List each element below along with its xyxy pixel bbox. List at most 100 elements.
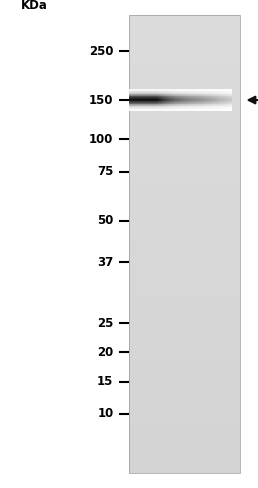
Bar <box>172 102 174 103</box>
Bar <box>179 100 181 101</box>
Bar <box>170 102 172 103</box>
Bar <box>134 90 136 91</box>
Bar <box>158 104 160 105</box>
Bar <box>158 102 160 103</box>
Bar <box>162 101 163 102</box>
Bar <box>143 104 144 105</box>
Bar <box>134 102 136 103</box>
Bar <box>193 102 194 103</box>
Bar <box>217 105 219 106</box>
Bar <box>150 94 151 95</box>
Bar <box>199 98 201 99</box>
Bar <box>181 98 182 99</box>
Bar <box>168 102 170 103</box>
Bar <box>217 91 219 92</box>
Bar <box>182 99 184 100</box>
Bar <box>146 90 148 91</box>
Bar <box>163 92 165 93</box>
Bar <box>220 108 222 109</box>
Bar <box>224 107 225 108</box>
Bar <box>148 90 150 91</box>
Bar <box>217 93 219 94</box>
Bar <box>222 105 224 106</box>
Bar <box>129 32 240 38</box>
Bar <box>193 109 194 110</box>
Bar <box>217 92 219 93</box>
Bar <box>196 89 198 90</box>
Bar <box>224 98 225 99</box>
Bar <box>229 100 230 101</box>
Bar <box>141 99 143 100</box>
Bar <box>146 104 148 105</box>
Bar <box>162 90 163 91</box>
Bar <box>132 110 134 111</box>
Bar <box>134 92 136 93</box>
Bar <box>162 93 163 94</box>
Bar <box>170 90 172 91</box>
Bar <box>177 104 179 105</box>
Bar <box>160 94 162 95</box>
Bar <box>194 101 196 102</box>
Bar <box>162 104 163 105</box>
Bar <box>182 109 184 110</box>
Bar <box>210 96 212 97</box>
Bar <box>198 89 199 90</box>
Bar <box>132 98 134 99</box>
Bar <box>227 108 229 109</box>
Bar <box>155 102 157 103</box>
Bar <box>141 106 143 107</box>
Bar <box>191 107 193 108</box>
Bar <box>168 110 170 111</box>
Bar <box>131 108 132 109</box>
Bar <box>129 336 240 342</box>
Bar <box>188 91 189 92</box>
Bar <box>220 107 222 108</box>
Bar <box>196 97 198 98</box>
Bar <box>208 105 210 106</box>
Bar <box>189 97 191 98</box>
Bar <box>182 108 184 109</box>
Bar <box>208 91 210 92</box>
Bar <box>186 106 188 107</box>
Bar <box>153 97 155 98</box>
Bar <box>129 290 240 296</box>
Bar <box>148 94 150 95</box>
Bar <box>150 101 151 102</box>
Bar <box>188 94 189 95</box>
Bar <box>182 93 184 94</box>
Bar <box>225 99 227 100</box>
Bar <box>184 104 186 105</box>
Bar <box>229 105 230 106</box>
Bar <box>208 93 210 94</box>
Bar <box>184 106 186 107</box>
Bar <box>175 94 177 95</box>
Bar <box>165 91 167 92</box>
Bar <box>191 104 193 105</box>
Bar <box>217 98 219 99</box>
Bar <box>155 110 157 111</box>
Bar <box>199 92 201 93</box>
Bar <box>131 101 132 102</box>
Bar <box>163 107 165 108</box>
Bar <box>224 105 225 106</box>
Bar <box>177 91 179 92</box>
Bar <box>227 107 229 108</box>
Bar <box>155 95 157 96</box>
Bar <box>174 90 175 91</box>
Bar <box>220 96 222 97</box>
Bar <box>203 95 205 96</box>
Bar <box>205 107 206 108</box>
Bar <box>129 169 240 175</box>
Bar <box>129 26 240 32</box>
Bar <box>143 99 144 100</box>
Bar <box>189 95 191 96</box>
Bar <box>206 94 208 95</box>
Bar <box>146 99 148 100</box>
Bar <box>186 99 188 100</box>
Bar <box>191 108 193 109</box>
Bar <box>129 101 240 106</box>
Bar <box>150 106 151 107</box>
Bar <box>168 101 170 102</box>
Bar <box>177 92 179 93</box>
Bar <box>129 163 240 169</box>
